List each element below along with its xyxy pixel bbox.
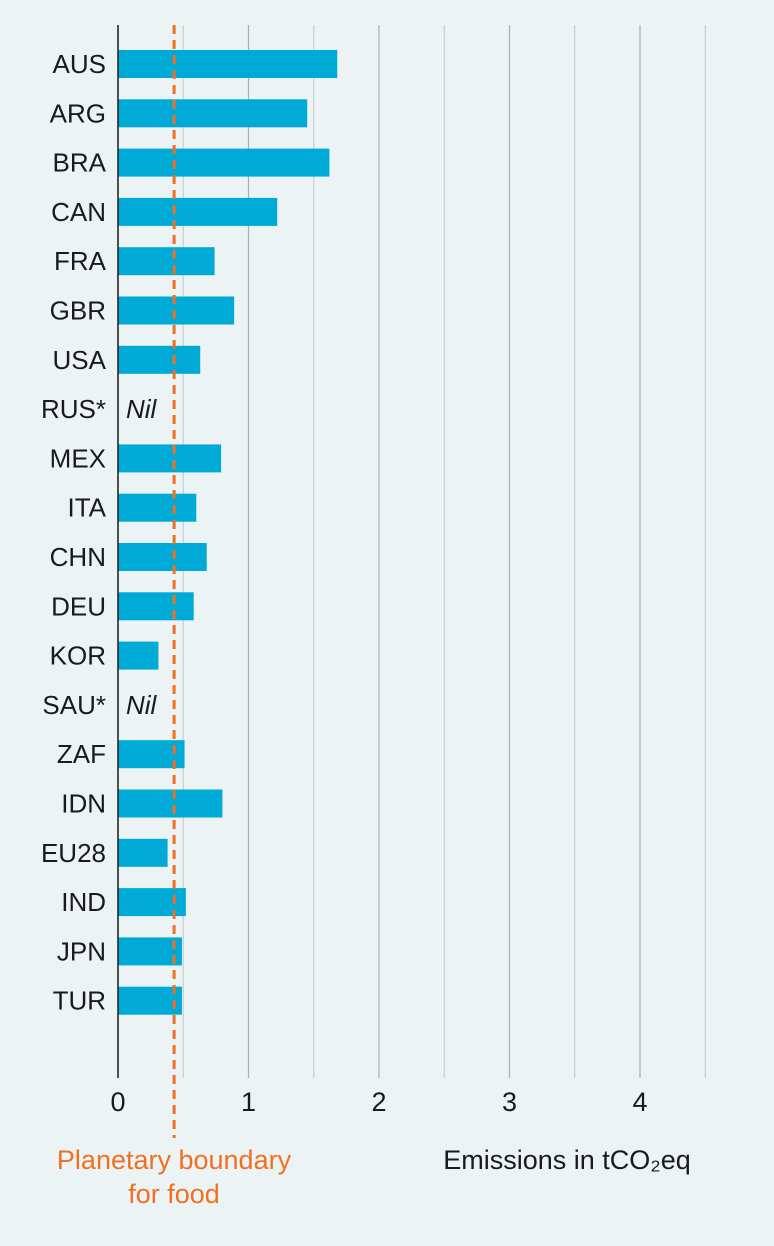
category-label: RUS* bbox=[41, 394, 106, 424]
category-label: IDN bbox=[61, 789, 106, 819]
category-label: ARG bbox=[50, 98, 106, 128]
category-label: FRA bbox=[54, 246, 107, 276]
bars bbox=[118, 50, 338, 1015]
bar bbox=[118, 444, 222, 473]
x-tick-label: 3 bbox=[502, 1087, 517, 1117]
category-label: ITA bbox=[67, 493, 106, 523]
category-label: CHN bbox=[50, 542, 106, 572]
bar bbox=[118, 641, 159, 670]
category-label: CAN bbox=[51, 197, 106, 227]
category-label: MEX bbox=[50, 443, 106, 473]
category-label: JPN bbox=[57, 936, 106, 966]
bar bbox=[118, 937, 182, 966]
bar bbox=[118, 247, 215, 276]
x-tick-label: 2 bbox=[371, 1087, 386, 1117]
nil-label: Nil bbox=[126, 394, 158, 424]
bar bbox=[118, 493, 197, 522]
bar bbox=[118, 592, 194, 621]
bar bbox=[118, 789, 223, 818]
category-label: KOR bbox=[50, 641, 106, 671]
bar bbox=[118, 197, 278, 226]
category-label: BRA bbox=[53, 148, 107, 178]
bar bbox=[118, 543, 207, 571]
category-label: EU28 bbox=[41, 838, 106, 868]
category-label: USA bbox=[53, 345, 107, 375]
bar bbox=[118, 838, 168, 867]
category-label: TUR bbox=[53, 986, 106, 1016]
category-label: AUS bbox=[53, 49, 106, 79]
planetary-boundary-label-line-2: for food bbox=[128, 1179, 220, 1209]
nil-label: Nil bbox=[126, 690, 158, 720]
bar bbox=[118, 888, 186, 917]
x-tick-label: 1 bbox=[241, 1087, 256, 1117]
category-labels: AUS ARG BRA CAN FRA GBR USA RUS* Nil MEX ITA CHN DEU… bbox=[41, 49, 158, 1016]
category-label: IND bbox=[61, 887, 106, 917]
x-tick-label: 4 bbox=[632, 1087, 647, 1117]
bar bbox=[118, 986, 182, 1015]
category-label: DEU bbox=[51, 591, 106, 621]
planetary-boundary-label-line-1: Planetary boundary bbox=[57, 1145, 292, 1175]
grid-lines bbox=[182, 25, 706, 1078]
category-label: GBR bbox=[50, 296, 106, 326]
bar bbox=[118, 148, 330, 177]
bar bbox=[118, 345, 201, 374]
x-tick-label: 0 bbox=[110, 1087, 125, 1117]
category-label: ZAF bbox=[57, 739, 106, 769]
bar bbox=[118, 50, 338, 78]
bar bbox=[118, 296, 235, 325]
x-axis-title: Emissions in tCO₂eq bbox=[443, 1145, 691, 1175]
bar bbox=[118, 99, 308, 128]
category-label: SAU* bbox=[42, 690, 106, 720]
x-tick-labels: 0 1 2 3 4 bbox=[110, 1087, 647, 1117]
